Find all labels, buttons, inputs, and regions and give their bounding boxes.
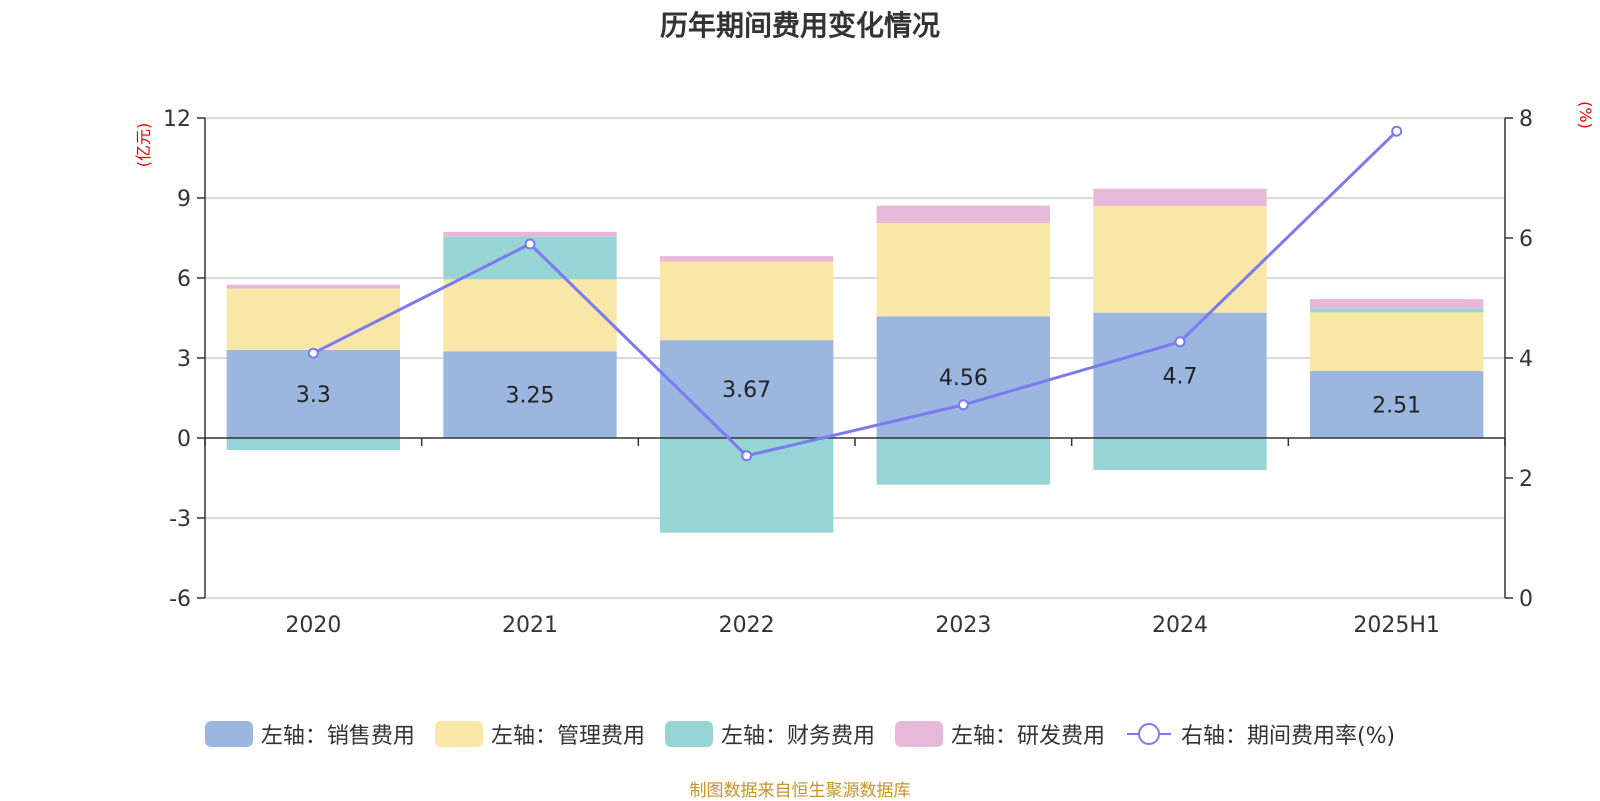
legend-line-circle bbox=[1137, 723, 1160, 745]
legend-label: 右轴：期间费用率(%) bbox=[1180, 724, 1396, 749]
legend-item[interactable]: 左轴：财务费用 bbox=[664, 718, 875, 750]
legend-swatch bbox=[664, 721, 713, 747]
data-label: 3.3 bbox=[296, 383, 331, 408]
bar-segment bbox=[660, 256, 834, 262]
line-series bbox=[307, 125, 1403, 462]
right-axis-tick-label: 0 bbox=[1519, 587, 1533, 612]
rate-point bbox=[307, 347, 319, 359]
legend-label: 左轴：管理费用 bbox=[490, 724, 645, 749]
rate-point bbox=[741, 450, 753, 462]
left-axis-tick-label: 6 bbox=[177, 267, 191, 292]
bar-segment bbox=[443, 279, 617, 352]
data-label: 4.7 bbox=[1163, 364, 1198, 389]
bar-segment bbox=[1310, 299, 1484, 309]
legend-label: 左轴：销售费用 bbox=[260, 724, 415, 749]
bar-segment bbox=[226, 438, 400, 450]
right-axis-tick-label: 6 bbox=[1519, 227, 1533, 252]
right-axis-tick-label: 2 bbox=[1519, 467, 1533, 492]
legend-swatch bbox=[204, 721, 253, 747]
left-axis-tick-label: 0 bbox=[177, 427, 191, 452]
legend-item[interactable]: 左轴：研发费用 bbox=[894, 718, 1105, 750]
data-labels: 3.3 3.25 3.67 4.56 4.7 2.51 bbox=[296, 364, 1421, 418]
bar-segment bbox=[1093, 188, 1267, 206]
data-label: 3.67 bbox=[722, 378, 771, 403]
bar-segment bbox=[876, 223, 1050, 317]
data-label: 3.25 bbox=[506, 384, 555, 409]
legend-line-marker-icon bbox=[1126, 723, 1171, 745]
bar-segment bbox=[1093, 312, 1267, 438]
legend-label: 左轴：研发费用 bbox=[950, 724, 1105, 749]
left-axis-tick-label: 12 bbox=[163, 107, 191, 132]
rate-line bbox=[312, 130, 1398, 458]
left-axis-tick-label: 3 bbox=[177, 347, 191, 372]
right-axis-tick-label: 4 bbox=[1519, 347, 1533, 372]
bar-segment bbox=[226, 284, 400, 289]
right-axis-unit: (%) bbox=[1576, 101, 1595, 129]
data-label: 2.51 bbox=[1372, 394, 1421, 419]
legend-swatch bbox=[894, 721, 943, 747]
bar-segment bbox=[1310, 308, 1484, 313]
rate-point bbox=[957, 399, 969, 411]
x-axis-tick-label: 2023 bbox=[935, 613, 991, 638]
axes: -6 -3 0 3 6 9 12 0 2 4 6 8 2020 2021 2022 2023 2024 2025H… bbox=[163, 107, 1533, 638]
x-axis-tick-label: 2025H1 bbox=[1353, 613, 1440, 638]
chart-title: 历年期间费用变化情况 bbox=[659, 9, 940, 42]
legend-item[interactable]: 左轴：管理费用 bbox=[434, 718, 645, 750]
bar-segment bbox=[1310, 312, 1484, 372]
left-axis-tick-label: -6 bbox=[169, 587, 191, 612]
x-axis-tick-label: 2024 bbox=[1152, 613, 1208, 638]
chart-area: -6 -3 0 3 6 9 12 0 2 4 6 8 2020 2021 2022 2023 2024 2025H… bbox=[134, 101, 1595, 638]
bar-segment bbox=[226, 350, 400, 438]
legend: 左轴：销售费用 左轴：管理费用 左轴：财务费用 左轴：研发费用 右轴：期间费用率(%) bbox=[0, 718, 1600, 750]
bar-segment bbox=[1093, 438, 1267, 470]
left-axis-tick-label: 9 bbox=[177, 187, 191, 212]
bar-segment bbox=[1310, 371, 1484, 438]
bar-series bbox=[226, 188, 1484, 533]
bar-segment bbox=[443, 351, 617, 438]
rate-point bbox=[1174, 336, 1186, 348]
bar-segment bbox=[660, 340, 834, 438]
left-axis-unit: (亿元) bbox=[134, 123, 153, 168]
bar-segment bbox=[660, 261, 834, 341]
right-axis-tick-label: 8 bbox=[1519, 107, 1533, 132]
legend-item[interactable]: 左轴：销售费用 bbox=[204, 718, 415, 750]
x-axis-tick-label: 2020 bbox=[285, 613, 341, 638]
grid-lines bbox=[205, 117, 1505, 599]
bar-segment bbox=[876, 438, 1050, 485]
x-axis-tick-label: 2022 bbox=[719, 613, 775, 638]
bar-segment bbox=[443, 231, 617, 237]
data-label: 4.56 bbox=[939, 366, 988, 391]
rate-point bbox=[1391, 125, 1403, 137]
legend-swatch bbox=[434, 721, 483, 747]
x-axis-tick-label: 2021 bbox=[502, 613, 558, 638]
source-note: 制图数据来自恒生聚源数据库 bbox=[689, 781, 911, 801]
left-axis-tick-label: -3 bbox=[169, 507, 191, 532]
bar-segment bbox=[1093, 206, 1267, 313]
legend-item[interactable]: 右轴：期间费用率(%) bbox=[1125, 718, 1395, 750]
bar-segment bbox=[876, 205, 1050, 224]
bar-segment bbox=[226, 288, 400, 350]
legend-label: 左轴：财务费用 bbox=[720, 724, 875, 749]
rate-point bbox=[524, 238, 536, 250]
